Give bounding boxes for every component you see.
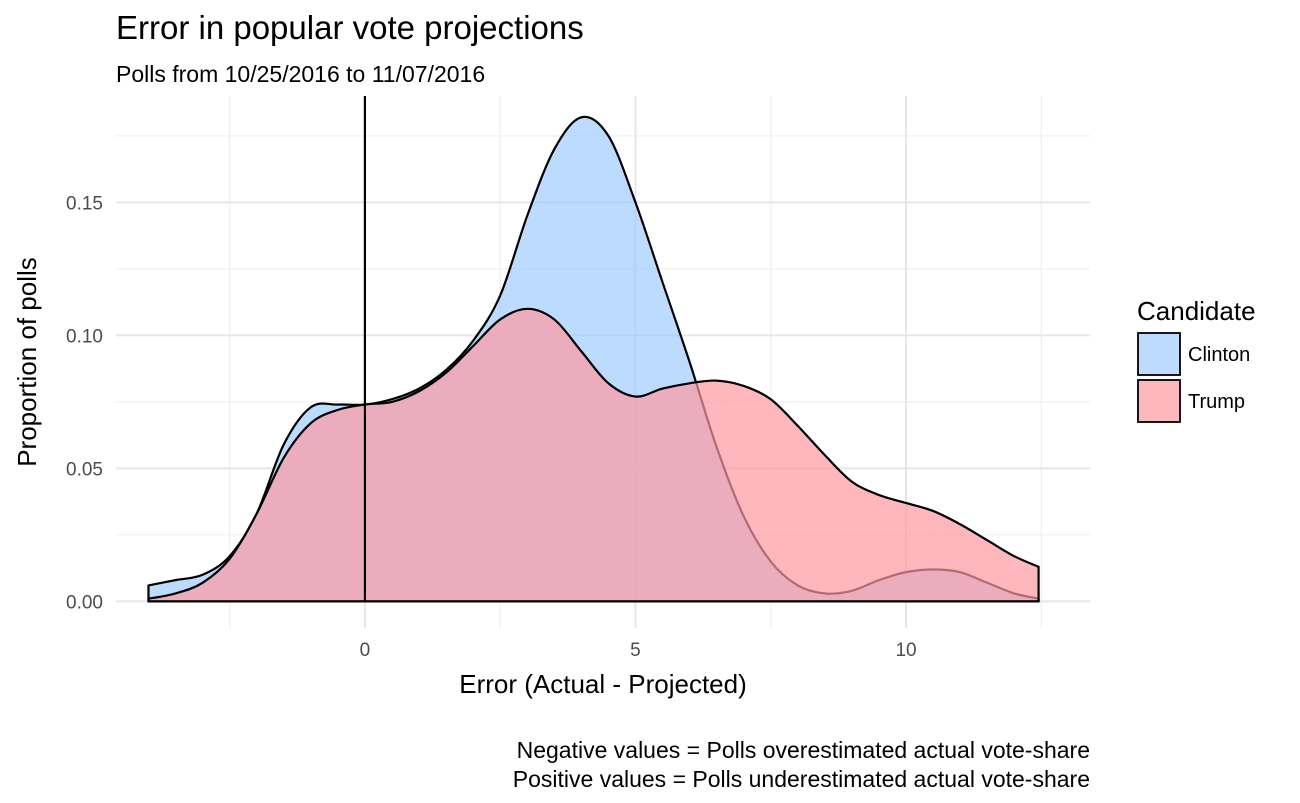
x-tick-label: 5 [630, 640, 641, 661]
y-tick-label: 0.10 [66, 326, 103, 347]
legend: Candidate Clinton Trump [1137, 296, 1256, 423]
y-tick-label: 0.15 [66, 193, 103, 214]
x-tick-label: 0 [360, 640, 371, 661]
legend-label-clinton: Clinton [1188, 344, 1250, 366]
density-area-trump [147, 307, 1040, 603]
y-tick-label: 0.00 [66, 592, 103, 613]
y-tick-labels: 0.00 0.05 0.10 0.15 [66, 193, 103, 613]
x-axis-title: Error (Actual - Projected) [459, 669, 747, 699]
y-tick-label: 0.05 [66, 459, 103, 480]
legend-label-trump: Trump [1188, 391, 1245, 413]
legend-swatch-clinton [1137, 332, 1181, 376]
density-areas [147, 115, 1040, 603]
legend-title: Candidate [1137, 296, 1256, 326]
legend-swatch-trump [1137, 379, 1181, 423]
x-tick-label: 10 [895, 640, 916, 661]
y-axis-title: Proportion of polls [12, 257, 42, 467]
chart-title: Error in popular vote projections [116, 9, 584, 46]
caption-line-1: Negative values = Polls overestimated ac… [517, 737, 1090, 763]
caption-line-2: Positive values = Polls underestimated a… [513, 766, 1090, 792]
chart-subtitle: Polls from 10/25/2016 to 11/07/2016 [116, 61, 485, 87]
x-tick-labels: 0 5 10 [360, 640, 917, 661]
